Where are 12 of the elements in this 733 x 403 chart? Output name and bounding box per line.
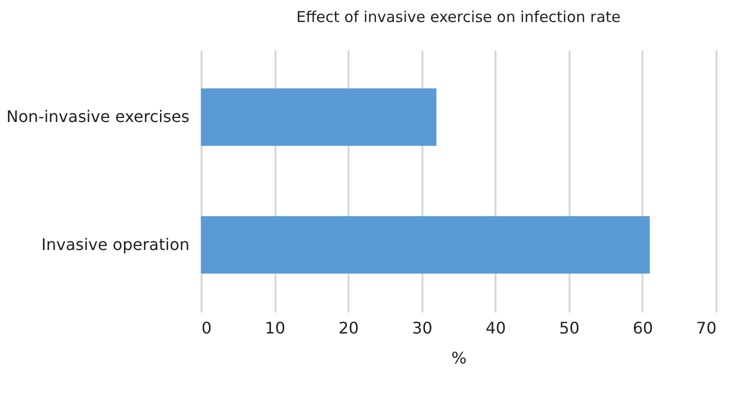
x-tick-label: 40: [486, 318, 506, 338]
x-tick-label: 50: [559, 318, 580, 338]
y-tick-label: Invasive operation: [41, 234, 190, 254]
chart-title: Effect of invasive exercise on infection rate: [296, 8, 621, 26]
x-axis-title: %: [451, 348, 467, 368]
x-tick-label: 70: [696, 318, 716, 338]
x-tick-label: 10: [264, 318, 286, 338]
x-tick-label: 60: [632, 318, 654, 338]
x-tick-label: 0: [202, 318, 212, 338]
x-tick-label: 20: [338, 318, 359, 338]
x-tick-label: 30: [412, 318, 432, 338]
y-tick-label: Non-invasive exercises: [6, 107, 190, 126]
